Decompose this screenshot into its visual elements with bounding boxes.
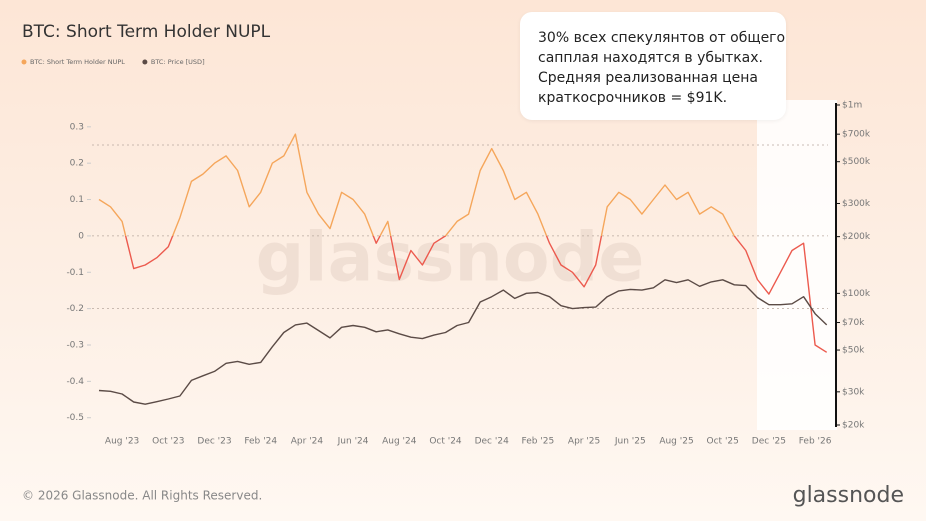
y2-tick-label: $500k <box>842 157 871 167</box>
y2-tick-label: $1m <box>842 101 862 111</box>
footer: © 2026 Glassnode. All Rights Reserved. <box>22 489 262 503</box>
y-tick-label: -0.2 <box>66 304 84 314</box>
y-tick-label: 0 <box>78 231 84 241</box>
y2-tick-label: $30k <box>842 387 865 397</box>
y2-tick-label: $70k <box>842 318 865 328</box>
watermark: glassnode <box>256 219 645 298</box>
callout-line: Средняя реализованная цена <box>538 70 759 86</box>
y2-tick-label: $100k <box>842 289 871 299</box>
legend-swatch <box>142 59 148 65</box>
series-line <box>98 133 828 353</box>
x-tick-label: Dec '25 <box>752 437 786 447</box>
callout-line: краткосрочников = $91K. <box>538 90 728 106</box>
x-tick-label: Oct '24 <box>429 437 462 447</box>
y2-tick-label: $300k <box>842 199 871 209</box>
x-tick-label: Jun '24 <box>337 437 369 447</box>
x-tick-label: Feb '25 <box>522 437 555 447</box>
legend-label: BTC: Price [USD] <box>151 58 205 66</box>
y-tick-label: 0.3 <box>70 122 84 132</box>
x-tick-label: Feb '26 <box>799 437 832 447</box>
x-tick-label: Aug '23 <box>105 437 139 447</box>
y-tick-label: -0.1 <box>66 268 84 278</box>
x-tick-label: Jun '25 <box>614 437 646 447</box>
highlight-region <box>757 100 837 430</box>
chart-title: BTC: Short Term Holder NUPL <box>22 22 271 42</box>
y-tick-label: -0.3 <box>66 341 84 351</box>
y2-tick-label: $20k <box>842 421 865 431</box>
x-tick-label: Apr '25 <box>568 437 600 447</box>
callout-line: сапплая находятся в убытках. <box>538 50 763 66</box>
legend-swatch <box>21 59 27 65</box>
y-tick-label: 0.1 <box>70 195 84 205</box>
x-tick-label: Aug '24 <box>382 437 417 447</box>
x-tick-label: Dec '23 <box>197 437 231 447</box>
series-line <box>98 279 828 405</box>
x-tick-label: Dec '24 <box>475 437 509 447</box>
logo: glassnode <box>793 483 904 508</box>
x-tick-label: Feb '24 <box>244 437 277 447</box>
y-tick-label: 0.2 <box>70 159 84 169</box>
y-tick-label: -0.4 <box>66 377 84 387</box>
y2-tick-label: $200k <box>842 232 871 242</box>
x-tick-label: Oct '25 <box>707 437 739 447</box>
callout: 30% всех спекулянтов от общего сапплая на… <box>520 12 786 120</box>
x-tick-label: Oct '23 <box>152 437 184 447</box>
x-tick-label: Apr '24 <box>291 437 324 447</box>
callout-line: 30% всех спекулянтов от общего <box>538 30 786 46</box>
y-tick-label: -0.5 <box>66 413 84 423</box>
y2-tick-label: $50k <box>842 346 865 356</box>
x-tick-label: Aug '25 <box>659 437 693 447</box>
legend-label: BTC: Short Term Holder NUPL <box>30 58 125 66</box>
y2-tick-label: $700k <box>842 130 871 140</box>
